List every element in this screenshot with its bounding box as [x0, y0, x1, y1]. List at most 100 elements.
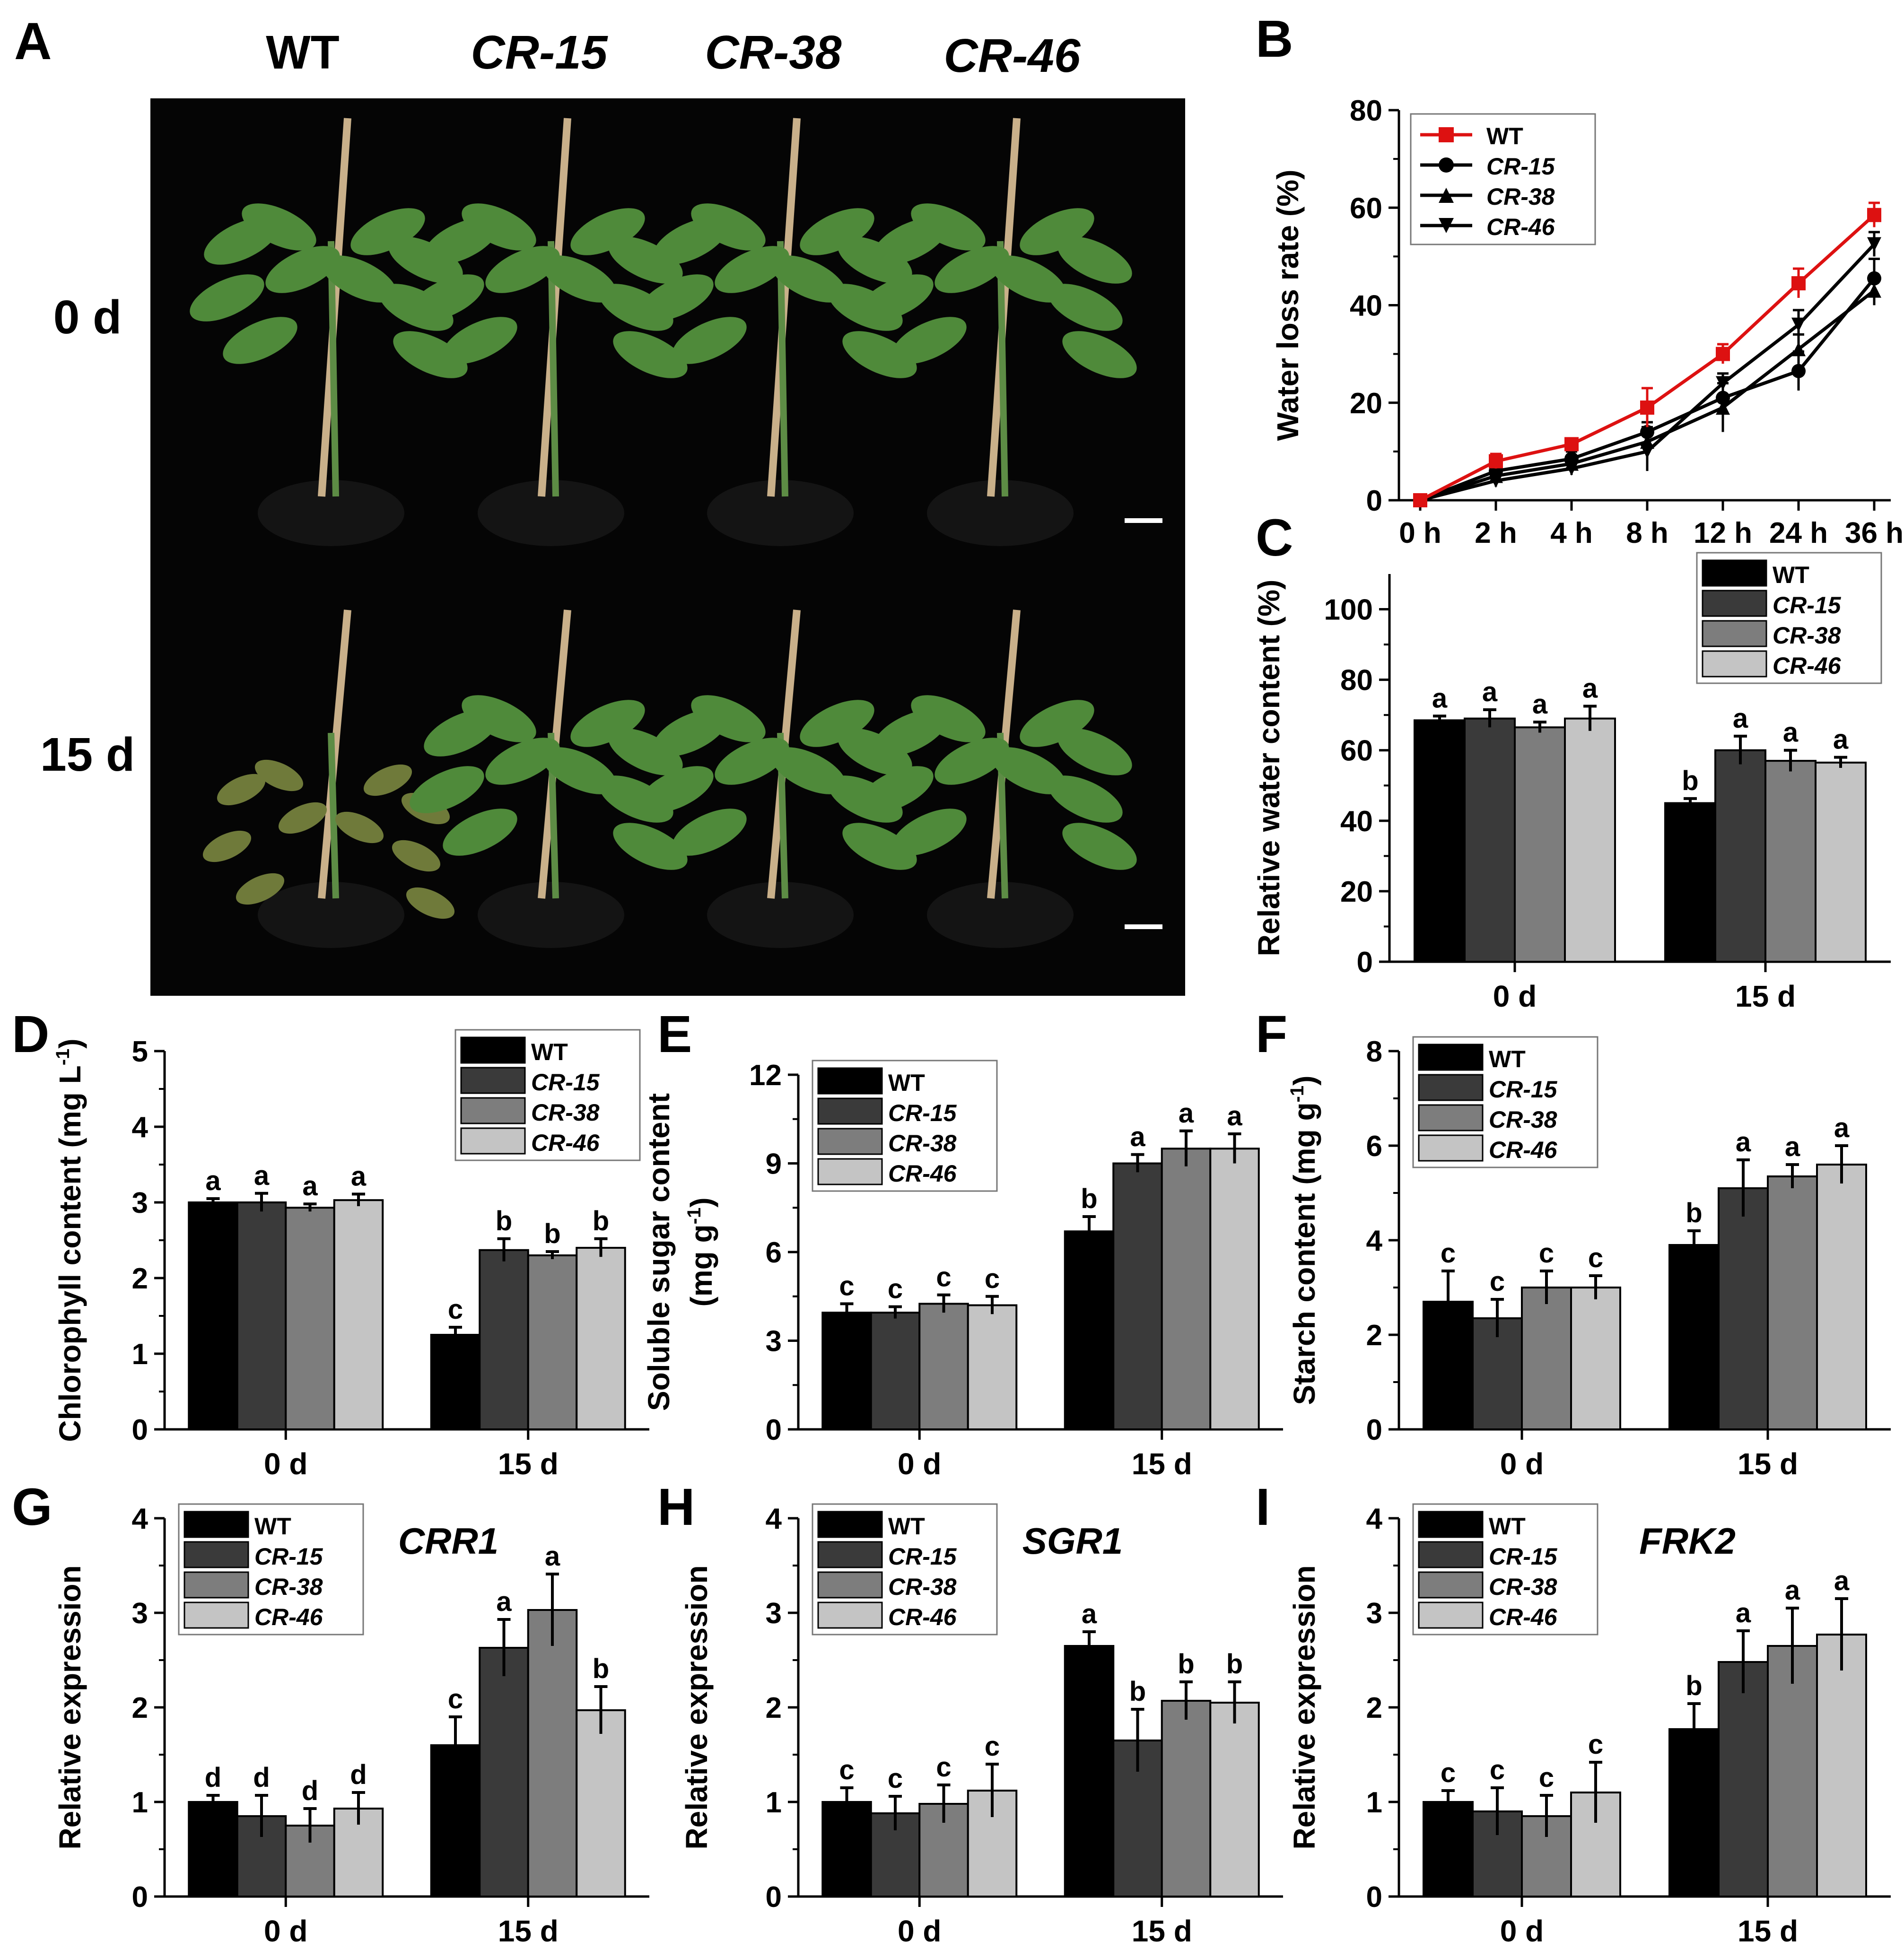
- plant-leaf: [771, 255, 846, 303]
- plant-leaf: [236, 873, 285, 905]
- legend-label: CR-38: [1489, 1574, 1557, 1600]
- legend-swatch: [460, 1067, 526, 1094]
- legend-label: WT: [254, 1513, 291, 1540]
- legend-swatch: [817, 1067, 883, 1095]
- plant-leaf: [935, 738, 1009, 785]
- bar-cr46-0: [967, 1304, 1018, 1430]
- plant-leaf: [485, 246, 560, 293]
- x-tick-label: 0 d: [1493, 979, 1537, 1013]
- bar-cr15-1: [1718, 1187, 1769, 1430]
- legend-label: CR-15: [888, 1543, 957, 1570]
- legend-label: CR-15: [888, 1100, 957, 1126]
- bar-cr15-0: [1464, 717, 1516, 963]
- significance-letter: a: [1736, 1127, 1751, 1157]
- plant-leaf: [859, 766, 934, 813]
- marker-square: [1564, 437, 1579, 452]
- y-tick-label: 3: [766, 1325, 782, 1358]
- genotype-label-cr38: CR-38: [705, 26, 842, 79]
- marker-triangle-up: [1439, 188, 1454, 203]
- genotype-label-cr15: CR-15: [471, 26, 608, 79]
- bar-wt-0: [821, 1312, 872, 1430]
- significance-letter: a: [1130, 1122, 1145, 1152]
- plant-leaf: [410, 766, 484, 813]
- y-axis-label: Relative expression: [1287, 1565, 1321, 1849]
- bar-cr46-1: [1816, 1634, 1867, 1897]
- significance-letter: c: [1588, 1729, 1603, 1760]
- y-tick-label: 6: [766, 1236, 782, 1269]
- marker-triangle-down: [1640, 444, 1654, 459]
- plant-leaf: [838, 236, 912, 284]
- marker-square: [1867, 208, 1881, 222]
- significance-letter: d: [350, 1759, 367, 1790]
- bar-wt-1: [1064, 1230, 1115, 1430]
- gene-title: CRR1: [398, 1520, 498, 1562]
- significance-letter: b: [1686, 1198, 1702, 1228]
- plant-leaf: [911, 695, 986, 742]
- marker-triangle-up: [1791, 342, 1806, 357]
- marker-triangle-down: [1791, 317, 1806, 332]
- legend-label: WT: [888, 1070, 925, 1096]
- y-tick-label: 1: [1366, 1786, 1382, 1819]
- legend-label: WT: [1489, 1046, 1526, 1072]
- panel-a: A WT CR-15 CR-38 CR-46 0 d 15 d: [14, 12, 1185, 996]
- bar-cr15-1: [1714, 749, 1766, 963]
- legend-swatch: [1418, 1134, 1484, 1162]
- significance-letter: a: [1785, 1575, 1800, 1606]
- x-tick-label: 15 d: [498, 1447, 559, 1481]
- plant-leaf: [443, 809, 517, 856]
- significance-letter: c: [888, 1763, 903, 1794]
- legend-label: CR-15: [1489, 1076, 1558, 1103]
- panel-letter: H: [657, 1478, 695, 1536]
- legend-swatch: [1418, 1074, 1484, 1101]
- y-tick-label: 0: [766, 1414, 782, 1446]
- y-tick-label: 3: [132, 1597, 148, 1630]
- plant-leaf: [392, 840, 441, 872]
- significance-letter: a: [1783, 717, 1799, 748]
- plant-pot: [258, 882, 404, 948]
- genotype-label-wt: WT: [266, 26, 339, 79]
- bar-cr15-1: [479, 1647, 529, 1897]
- significance-letter: a: [1834, 1113, 1850, 1143]
- bar-wt-0: [188, 1201, 238, 1430]
- plant-photo: [150, 98, 1185, 996]
- bar-wt-1: [1064, 1645, 1115, 1897]
- plant-leaf: [935, 246, 1009, 293]
- plant-leaf: [991, 255, 1066, 303]
- bar-cr38-1: [527, 1609, 578, 1897]
- gene-title: SGR1: [1022, 1520, 1123, 1562]
- plant-leaf: [672, 809, 747, 856]
- panel-letter: C: [1256, 509, 1293, 567]
- significance-letter: c: [448, 1684, 463, 1714]
- panel-letter: I: [1256, 1478, 1270, 1536]
- plant-leaf: [462, 695, 536, 742]
- bar-cr38-0: [1514, 726, 1566, 963]
- y-tick-label: 2: [132, 1262, 148, 1295]
- chart-panel-e: 0 3 6 9 12 E Soluble sugar content (mg g-1) 0 d c…: [642, 1005, 1283, 1481]
- legend-label: WT: [1773, 562, 1809, 588]
- significance-letter: a: [1082, 1599, 1097, 1629]
- marker-circle: [1791, 364, 1806, 378]
- plant-pot: [707, 882, 854, 948]
- row-label-0d: 0 d: [53, 291, 122, 344]
- bar-wt-0: [1414, 719, 1466, 963]
- legend-label: CR-38: [888, 1574, 957, 1600]
- plant-leaf: [1020, 208, 1094, 255]
- plant-leaf: [410, 274, 484, 322]
- significance-letter: b: [593, 1206, 609, 1236]
- bar-wt-1: [1668, 1728, 1720, 1897]
- panel-letter-a: A: [14, 12, 52, 70]
- y-tick-label: 100: [1324, 594, 1373, 626]
- plant-leaf: [542, 747, 617, 794]
- plant-leaf: [322, 255, 397, 303]
- x-tick-label: 15 d: [1132, 1914, 1192, 1948]
- plant-leaf: [1020, 700, 1094, 747]
- plant-leaf: [217, 774, 266, 806]
- legend-swatch: [1702, 650, 1767, 678]
- plant-leaf: [639, 274, 714, 322]
- marker-square: [1716, 347, 1730, 361]
- x-tick-label: 36 h: [1845, 517, 1904, 549]
- significance-letter: a: [1227, 1101, 1242, 1131]
- significance-letter: a: [1834, 1566, 1850, 1596]
